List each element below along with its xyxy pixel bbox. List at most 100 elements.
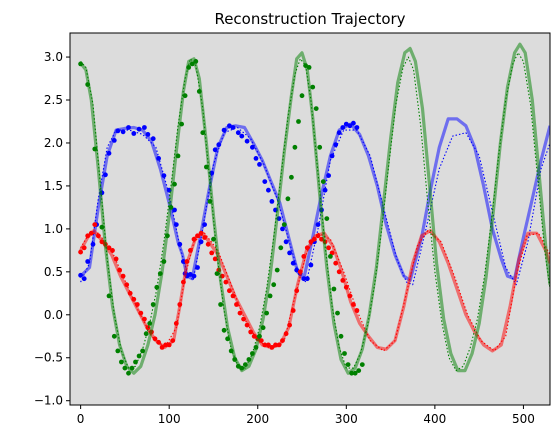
observation-point [196,89,202,94]
observation-point [235,130,241,136]
observation-point [216,142,222,148]
observation-point [157,271,163,276]
observation-point [304,276,310,282]
observation-point [186,65,192,70]
observation-point [133,359,138,365]
observation-point [145,132,151,137]
true-trajectory-line [80,52,550,372]
observation-point [198,239,204,245]
observation-point [120,129,126,135]
observation-point [221,327,227,333]
observation-point [273,342,278,348]
observation-point [308,262,314,268]
observation-point [195,265,200,270]
observation-point [310,84,316,90]
observation-point [154,284,160,290]
observation-point [147,321,153,326]
observation-point [250,144,255,150]
observation-point [356,368,362,373]
observation-point [99,224,105,230]
observation-point [221,127,227,133]
observation-point [285,196,291,202]
observation-point [262,179,268,185]
observation-point [230,293,236,299]
observation-point [131,131,137,136]
observation-point [290,260,296,266]
y-axis: −1.0 −0.5 0.0 0.5 1.0 1.5 2.0 2.5 3.0 [34,50,70,408]
observation-point [301,276,307,282]
observation-point [113,256,119,262]
observation-point [329,153,335,159]
observation-point [315,222,321,228]
observation-point [177,241,183,247]
observation-point [131,296,137,302]
observation-point [177,302,183,307]
observation-point [276,342,282,348]
observation-point [343,284,349,290]
observation-point [223,279,229,285]
y-tick-label: −1.0 [34,394,63,408]
observation-point [81,245,87,251]
reconstruction-line [79,117,550,282]
observation-point [106,293,112,299]
observation-point [163,342,169,348]
observation-point [126,370,131,376]
plot-frame [69,32,551,406]
observation-point [234,302,239,307]
observation-point [126,125,131,130]
observation-point [92,222,98,228]
observation-point [111,333,117,339]
observation-point [351,302,356,307]
observation-point [143,331,149,337]
observation-point [336,269,342,275]
observation-point [106,245,112,251]
observation-point [345,362,351,367]
observation-point [202,235,208,240]
series-3 [78,42,550,376]
y-tick-label: 1.5 [44,179,63,193]
x-tick-label: 500 [512,412,535,426]
x-tick-label: 200 [246,412,269,426]
observation-point [207,199,213,204]
observation-point [119,359,124,365]
observation-point [85,82,91,87]
observation-point [150,302,156,307]
observation-point [172,181,177,187]
observation-point [227,288,232,294]
observation-point [315,233,321,239]
observation-point [258,338,264,343]
chart-title: Reconstruction Trajectory [214,10,405,28]
observation-point [161,173,167,179]
observation-point [269,345,275,350]
observation-point [156,156,162,161]
observation-point [267,293,273,299]
observation-point [129,365,135,371]
observation-point [198,230,204,236]
observation-point [244,322,250,328]
observation-point [287,322,292,328]
observation-point [204,164,209,170]
observation-point [120,273,126,279]
observation-point [78,61,83,67]
x-tick-label: 100 [158,412,181,426]
observation-point [328,254,333,259]
observation-point [246,357,252,362]
observation-point [278,245,284,251]
observation-point [134,302,140,307]
observation-point [175,153,181,159]
observation-point [333,260,339,266]
observation-point [343,121,349,127]
observation-point [359,362,365,367]
observation-point [193,59,199,64]
observation-point [115,128,121,134]
observation-point [241,316,247,322]
observation-point [294,288,300,294]
observation-point [243,362,248,367]
observation-point [326,245,331,251]
observation-point [200,130,206,136]
observation-point [195,233,200,239]
observation-point [172,207,177,213]
observation-point [218,302,224,307]
observation-point [354,125,360,130]
observation-point [320,179,326,185]
